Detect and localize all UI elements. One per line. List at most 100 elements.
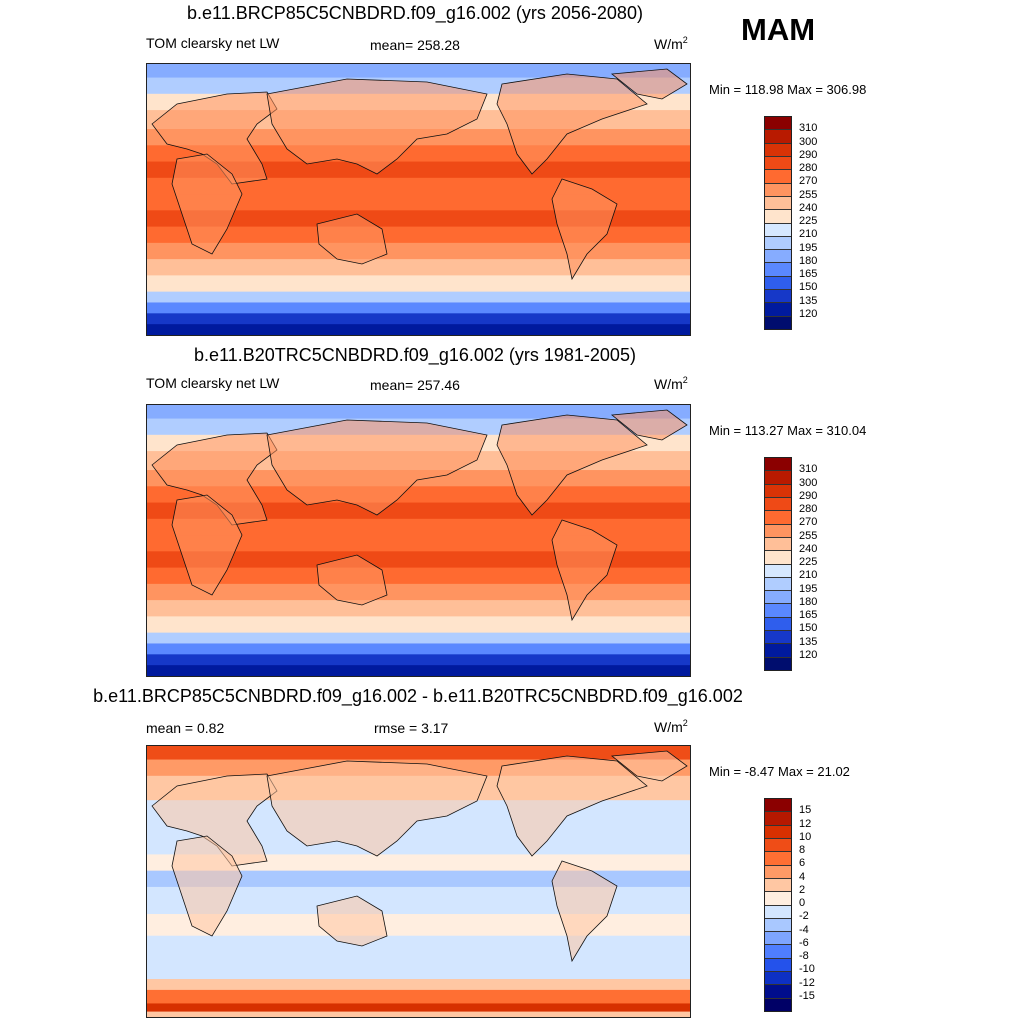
contour-band xyxy=(147,600,690,617)
coastline xyxy=(316,554,388,606)
contour-band xyxy=(147,259,690,276)
mean-label: mean= 258.28 xyxy=(370,37,460,53)
coastline xyxy=(496,414,648,516)
colorbar-tick-label: 8 xyxy=(799,844,806,856)
colorbar-swatch xyxy=(765,812,791,826)
colorbar-tick-label: 6 xyxy=(799,857,806,870)
map-canvas xyxy=(147,64,690,335)
contour-band xyxy=(147,161,690,179)
colorbar-swatch xyxy=(765,303,791,317)
mean-label: mean = 0.82 xyxy=(146,720,225,736)
colorbar-tick-label: 310 xyxy=(799,122,818,135)
colorbar-tick-label: 210 xyxy=(799,569,818,582)
contour-band xyxy=(147,583,690,601)
units-label: W/m2 xyxy=(654,375,688,392)
colorbar-tick-label: 255 xyxy=(799,188,818,201)
panel-title: b.e11.BRCP85C5CNBDRD.f09_g16.002 (yrs 20… xyxy=(187,3,643,23)
colorbar-swatch xyxy=(765,577,791,592)
contour-band xyxy=(147,567,690,585)
contour-band xyxy=(147,226,690,244)
colorbar-tick-label: 195 xyxy=(799,582,818,595)
contour-band xyxy=(147,746,690,761)
coastline xyxy=(496,73,648,175)
variable-label: TOM clearsky net LW xyxy=(146,35,280,51)
contour-band xyxy=(147,935,690,980)
colorbar-swatch xyxy=(765,551,791,565)
colorbar-swatch xyxy=(765,210,791,224)
contour-band xyxy=(147,914,690,937)
colorbar-swatch xyxy=(765,564,791,578)
map-historical xyxy=(146,404,691,677)
colorbar-tick-label: -12 xyxy=(799,976,815,989)
colorbar-swatch xyxy=(765,223,791,237)
minmax-label: Min = -8.47 Max = 21.02 xyxy=(709,764,850,779)
colorbar-tick-label: -2 xyxy=(799,910,809,923)
map-future xyxy=(146,63,691,336)
colorbar-swatch xyxy=(765,316,791,329)
colorbar-swatch xyxy=(765,932,791,946)
colorbar-tick-label: 120 xyxy=(799,648,818,661)
coastline xyxy=(610,750,688,782)
colorbar-tick-label: 290 xyxy=(799,489,818,502)
colorbar-swatch xyxy=(765,958,791,973)
colorbar-tick-label: 280 xyxy=(799,162,818,174)
colorbar-tick-label: 12 xyxy=(799,817,812,830)
contour-band xyxy=(147,291,690,303)
contour-band xyxy=(147,275,690,293)
units-label: W/m2 xyxy=(654,35,688,52)
colorbar-tick-label: 210 xyxy=(799,228,818,241)
panel-title: b.e11.BRCP85C5CNBDRD.f09_g16.002 - b.e11… xyxy=(93,686,743,706)
mean-label: mean= 257.46 xyxy=(370,377,460,393)
coastline xyxy=(266,78,488,175)
colorbar-tick-label: 225 xyxy=(799,556,818,568)
colorbar-tick-label: -8 xyxy=(799,950,809,962)
contour-band xyxy=(147,665,690,676)
contour-band xyxy=(147,210,690,228)
colorbar-swatch xyxy=(765,945,791,959)
contour-band xyxy=(147,1011,690,1017)
contour-band xyxy=(147,616,690,634)
map-difference xyxy=(146,745,691,1018)
colorbar-swatch xyxy=(765,196,791,211)
colorbar-tick-label: 165 xyxy=(799,268,818,280)
colorbar-swatch xyxy=(765,852,791,866)
units-label: W/m2 xyxy=(654,718,688,735)
colorbar-tick-label: -6 xyxy=(799,936,809,949)
colorbar-tick-label: 270 xyxy=(799,516,818,529)
contour-band xyxy=(147,989,690,1004)
colorbar xyxy=(764,116,792,330)
coastline xyxy=(171,835,243,937)
colorbar-swatch xyxy=(765,657,791,670)
colorbar-swatch xyxy=(765,918,791,933)
contour-band xyxy=(147,643,690,655)
coastline xyxy=(316,895,388,947)
contour-band xyxy=(147,654,690,666)
colorbar-tick-label: 4 xyxy=(799,870,806,883)
panel-historical: b.e11.B20TRC5CNBDRD.f09_g16.002 (yrs 198… xyxy=(0,345,1024,685)
colorbar-swatch xyxy=(765,458,791,472)
colorbar-swatch xyxy=(765,471,791,485)
colorbar-swatch xyxy=(765,263,791,277)
colorbar-tick-label: 0 xyxy=(799,897,806,909)
colorbar-swatch xyxy=(765,537,791,552)
colorbar-swatch xyxy=(765,838,791,853)
colorbar-tick-label: 195 xyxy=(799,241,818,254)
colorbar-tick-label: 240 xyxy=(799,201,818,214)
colorbar-swatch xyxy=(765,290,791,304)
contour-band xyxy=(147,324,690,335)
contour-band xyxy=(147,405,690,420)
colorbar xyxy=(764,798,792,1012)
colorbar-swatch xyxy=(765,865,791,879)
contour-band xyxy=(147,518,690,536)
contour-band xyxy=(147,313,690,325)
contour-band xyxy=(147,502,690,520)
minmax-label: Min = 113.27 Max = 310.04 xyxy=(709,423,867,438)
variable-label: TOM clearsky net LW xyxy=(146,375,280,391)
colorbar-swatch xyxy=(765,156,791,171)
colorbar-tick-label: 135 xyxy=(799,294,818,307)
map-canvas xyxy=(147,746,690,1017)
contour-band xyxy=(147,979,690,991)
colorbar-swatch xyxy=(765,591,791,605)
contour-band xyxy=(147,1003,690,1013)
colorbar-tick-label: 270 xyxy=(799,175,818,188)
